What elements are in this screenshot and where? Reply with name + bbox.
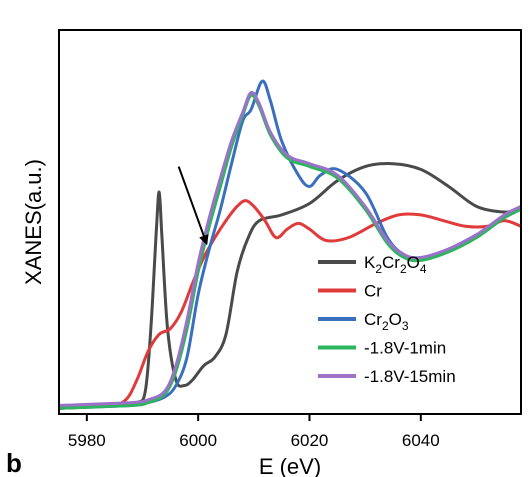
series-line-3: [59, 79, 521, 410]
series-line-5: [59, 90, 521, 407]
series-line-4: [59, 93, 521, 410]
annotation-arrow: [177, 166, 209, 246]
x-axis: 5980 6000 6020 6040: [68, 414, 440, 450]
legend-entry-label: -1.8V-15min: [364, 367, 456, 386]
series-line-1: [59, 162, 521, 410]
x-tick-label: 6000: [179, 431, 217, 450]
x-tick-label: 5980: [68, 431, 106, 450]
annotation-layer: [177, 166, 209, 246]
legend-entry-label: K2Cr2O4: [364, 253, 427, 276]
x-tick-label: 6040: [402, 431, 440, 450]
y-axis-label: XANES(a.u.): [21, 159, 46, 285]
x-axis-label: E (eV): [259, 454, 321, 477]
legend-entry-label: -1.8V-1min: [364, 339, 446, 358]
x-tick-label: 6020: [291, 431, 329, 450]
series-line-2: [59, 199, 521, 410]
legend-entry-label: Cr2O3: [364, 310, 409, 333]
panel-label: b: [6, 448, 22, 477]
legend-entry-label: Cr: [364, 282, 382, 301]
plot-frame: [58, 29, 522, 415]
legend: K2Cr2O4 Cr Cr2O3 -1.8V-1min -1.8V-15min: [318, 253, 456, 386]
series-layer: [59, 79, 521, 410]
